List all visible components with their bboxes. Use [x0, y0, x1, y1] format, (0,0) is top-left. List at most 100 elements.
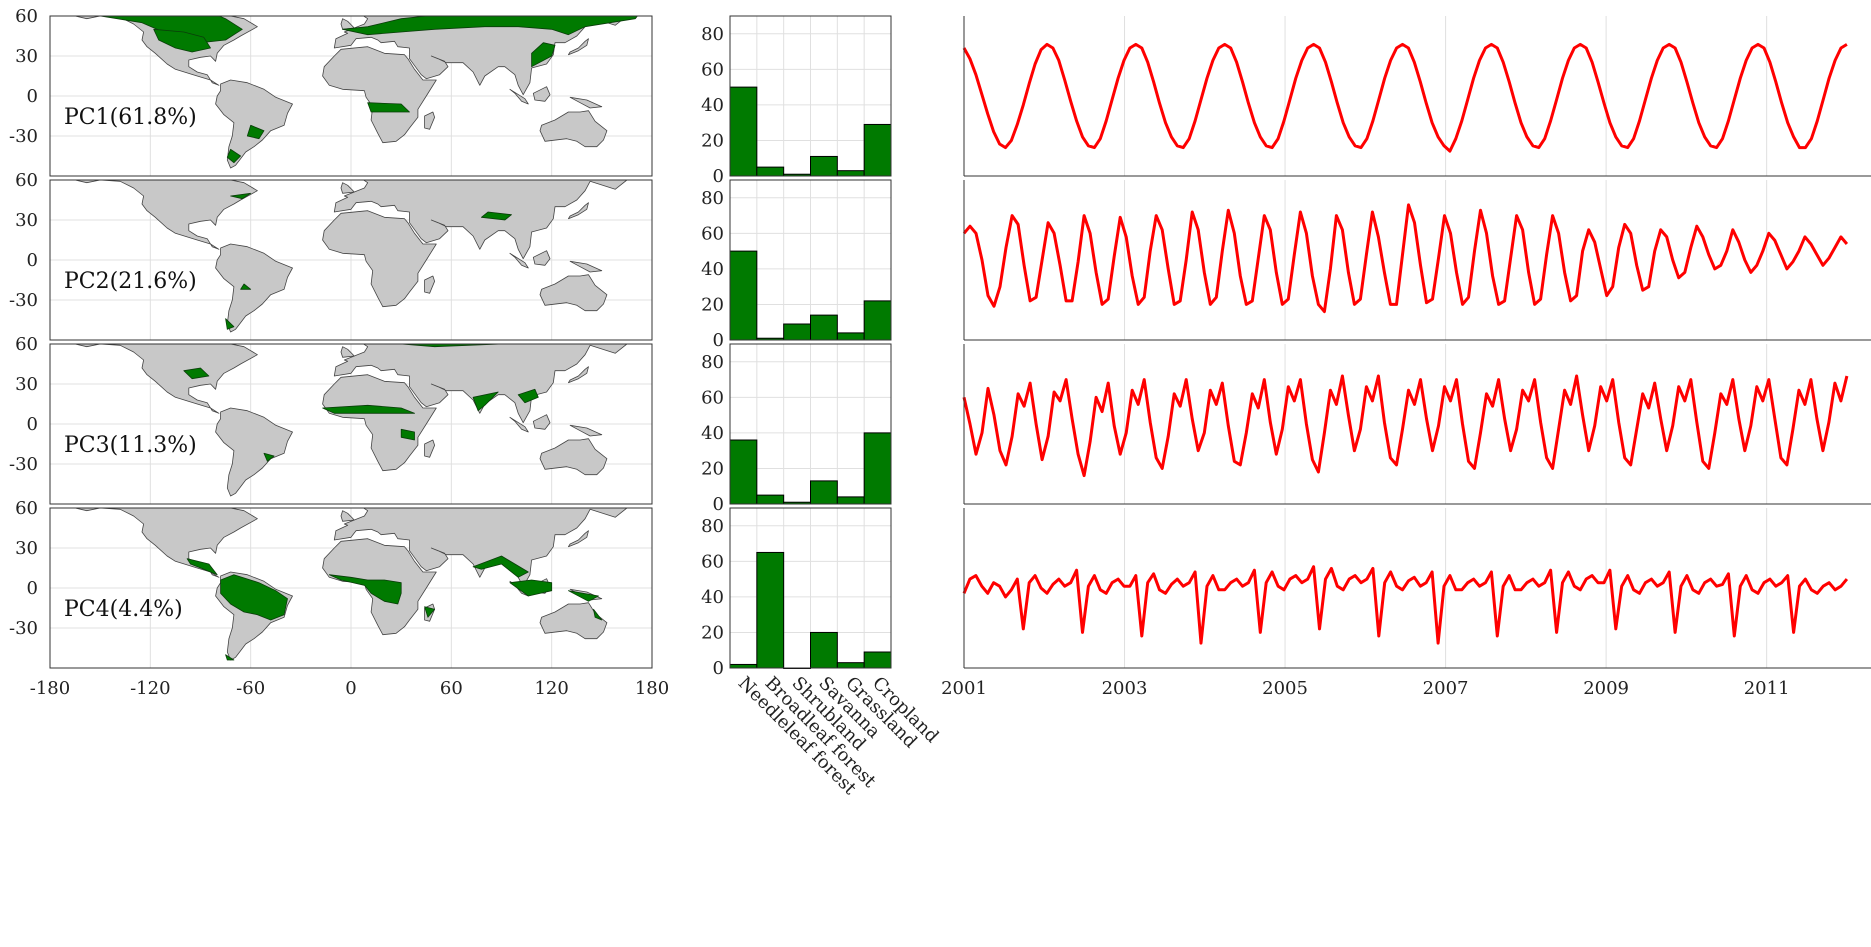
- vegetation-region: [509, 579, 553, 597]
- vegetation-region: [220, 574, 288, 621]
- vegetation-region: [472, 391, 499, 412]
- continent-new-guinea: [569, 96, 603, 109]
- lat-tick-label: -30: [9, 126, 38, 147]
- vegetation-region: [98, 16, 243, 44]
- continent-australia: [539, 274, 608, 312]
- continent-sumatra: [509, 88, 529, 105]
- bar-panels: 020406080020406080020406080020406080Need…: [701, 15, 943, 800]
- vegetation-region: [568, 590, 599, 602]
- lat-tick-label: 60: [15, 498, 38, 519]
- bar-y-tick-label: 80: [701, 352, 724, 373]
- vegetation-region: [593, 608, 603, 621]
- bar-grassland: [836, 170, 865, 177]
- continent-south-america: [215, 407, 293, 497]
- vegetation-region: [153, 28, 211, 53]
- continent-madagascar: [424, 111, 436, 130]
- lat-tick-label: -30: [9, 290, 38, 311]
- bar-needleleaf-forest: [729, 250, 758, 341]
- series-panel-3: [962, 344, 1871, 505]
- vegetation-region: [225, 654, 235, 661]
- bar-panel-3: 0 20 40 60 80: [701, 343, 892, 515]
- bar-y-tick-label: 40: [701, 423, 724, 444]
- bar-y-tick-label: 80: [701, 516, 724, 537]
- pc-label: PC3(11.3%): [64, 433, 197, 458]
- bar-panel-2: 0 20 40 60 80: [701, 179, 892, 351]
- continent-new-guinea: [569, 260, 603, 273]
- series-line: [962, 42, 1848, 153]
- vegetation-region: [531, 42, 556, 68]
- continent-uk: [340, 182, 355, 194]
- continent-australia: [539, 438, 608, 476]
- vegetation-region: [367, 102, 410, 113]
- map-frame: [49, 343, 653, 505]
- vegetation-region: [517, 388, 539, 404]
- series-background: [964, 16, 1871, 176]
- bar-y-tick-label: 60: [701, 387, 724, 408]
- bar-y-tick-label: 80: [701, 24, 724, 45]
- vegetation-region: [480, 211, 512, 221]
- vegetation-region: [226, 148, 242, 164]
- continent-madagascar: [424, 275, 436, 294]
- continent-uk: [340, 510, 355, 522]
- vegetation-region: [225, 318, 235, 330]
- vegetation-region: [230, 192, 252, 200]
- bar-broadleaf-forest: [756, 551, 785, 669]
- bar-savanna: [810, 631, 838, 669]
- bar-needleleaf-forest: [729, 86, 758, 177]
- bar-y-tick-label: 60: [701, 223, 724, 244]
- continent-africa: [322, 374, 437, 472]
- lon-tick-label: 0: [345, 678, 356, 699]
- lat-tick-label: 30: [15, 538, 38, 559]
- series-line: [962, 565, 1849, 645]
- continent-australia: [539, 110, 608, 148]
- lat-tick-label: -30: [9, 454, 38, 475]
- vegetation-region: [400, 344, 512, 348]
- continent-borneo: [532, 250, 551, 266]
- bar-panel-1: 0 20 40 60 80: [701, 15, 892, 187]
- series-background: [964, 344, 1871, 504]
- continent-north-america: [74, 180, 258, 250]
- bar-y-tick-label: 60: [701, 59, 724, 80]
- lon-tick-label: -180: [30, 678, 70, 699]
- lon-tick-label: 60: [440, 678, 463, 699]
- map-panel-1: PC1(61.8%) 60 30 0 -30: [9, 6, 653, 177]
- continent-north-america: [74, 508, 258, 578]
- bar-y-tick-label: 0: [713, 166, 724, 187]
- bar-y-tick-label: 60: [701, 551, 724, 572]
- bar-y-tick-label: 40: [701, 259, 724, 280]
- bar-y-tick-label: 20: [701, 622, 724, 643]
- map-content: [74, 508, 629, 661]
- bar-frame: [729, 343, 892, 505]
- series-panel-4: [962, 508, 1871, 669]
- bar-y-tick-label: 20: [701, 294, 724, 315]
- vegetation-region: [322, 404, 415, 414]
- lat-tick-label: 30: [15, 46, 38, 67]
- year-tick-label: 2001: [941, 678, 987, 699]
- vegetation-region: [472, 555, 529, 578]
- bar-y-tick-label: 0: [713, 494, 724, 515]
- series-background: [964, 508, 1871, 668]
- continent-eurasia: [333, 508, 629, 588]
- continent-south-america: [215, 79, 293, 169]
- series-panel-1: [962, 16, 1871, 177]
- lat-tick-label: 60: [15, 170, 38, 191]
- vegetation-region: [424, 606, 436, 618]
- vegetation-region: [183, 367, 210, 380]
- continent-sumatra: [509, 252, 529, 269]
- map-panel-4: PC4(4.4%) 60 30 0 -30: [9, 498, 653, 669]
- map-frame: [49, 507, 653, 669]
- continent-australia: [539, 602, 608, 640]
- bar-savanna: [810, 155, 838, 177]
- pc-label: PC2(21.6%): [64, 269, 197, 294]
- vegetation-region: [400, 428, 415, 441]
- map-frame: [49, 15, 653, 177]
- lon-tick-label: -120: [130, 678, 170, 699]
- continent-eurasia: [333, 16, 629, 96]
- lat-tick-label: 30: [15, 374, 38, 395]
- bar-cropland: [863, 300, 892, 341]
- continent-japan: [568, 38, 589, 56]
- bar-y-tick-label: 0: [713, 330, 724, 351]
- bar-y-tick-label: 20: [701, 130, 724, 151]
- continent-greenland: [258, 16, 277, 17]
- vegetation-region: [328, 574, 402, 605]
